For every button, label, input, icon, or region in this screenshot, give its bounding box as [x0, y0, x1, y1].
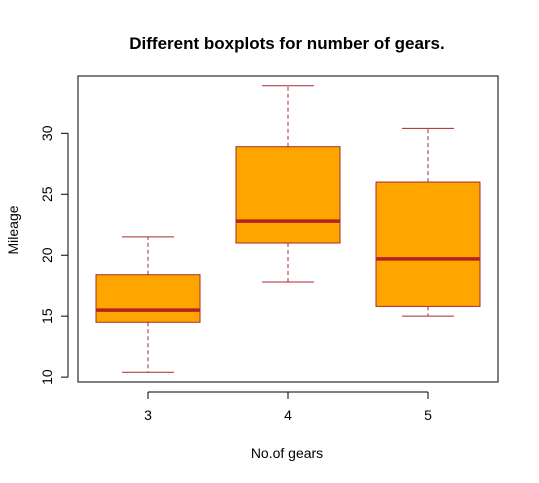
y-tick-label: 25 [39, 186, 55, 202]
y-tick-label: 15 [39, 308, 55, 324]
box-4 [235, 85, 341, 283]
y-axis: 10 15 20 25 30 [39, 125, 69, 385]
chart-title: Different boxplots for number of gears. [129, 34, 444, 53]
box-rect [95, 274, 201, 323]
y-tick-label: 20 [39, 247, 55, 263]
x-axis-label: No.of gears [251, 445, 323, 461]
x-tick-label: 4 [284, 407, 292, 423]
y-axis-label: Mileage [5, 205, 21, 254]
x-tick-label: 5 [424, 407, 432, 423]
box-rect [375, 181, 481, 307]
x-axis: 3 4 5 [144, 391, 432, 423]
box-5 [375, 127, 481, 317]
box-rect [235, 146, 341, 244]
box-3 [95, 236, 201, 373]
boxes-group [95, 85, 481, 373]
x-tick-label: 3 [144, 407, 152, 423]
y-tick-label: 10 [39, 369, 55, 385]
y-tick-label: 30 [39, 125, 55, 141]
plot-frame [77, 75, 499, 383]
